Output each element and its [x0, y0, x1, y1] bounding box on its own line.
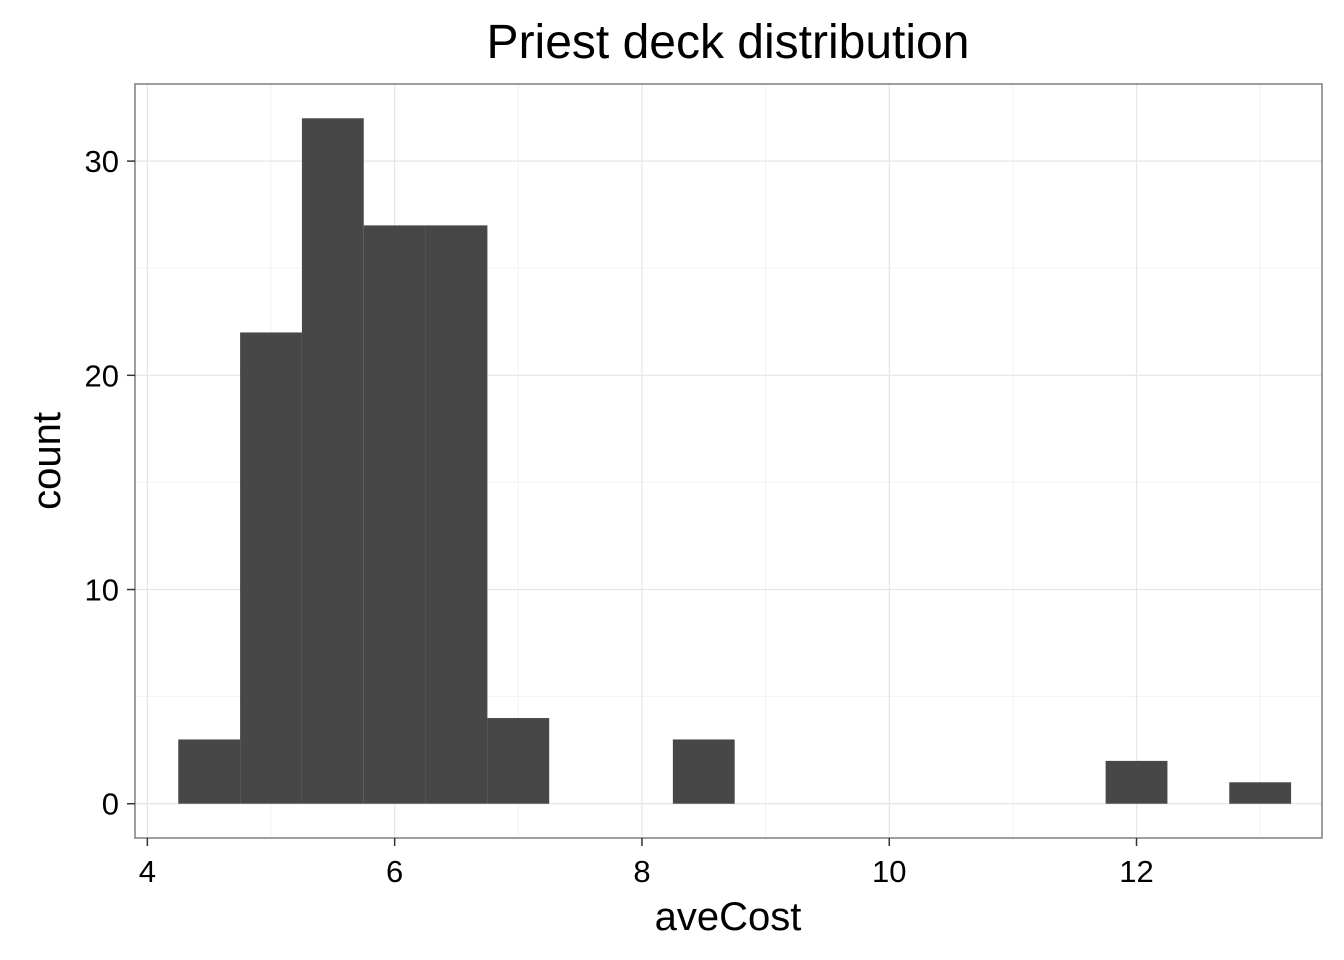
histogram-bar	[178, 739, 241, 804]
histogram-bars	[178, 118, 1292, 804]
y-tick-label: 0	[102, 787, 119, 822]
x-tick-label: 4	[139, 854, 156, 889]
y-axis-title: count	[25, 412, 69, 510]
x-tick-label: 12	[1119, 854, 1153, 889]
chart-title: Priest deck distribution	[487, 16, 970, 69]
histogram-bar	[1105, 760, 1168, 804]
x-tick-label: 6	[386, 854, 403, 889]
histogram-bar	[1229, 782, 1292, 804]
x-axis: 4 6 8 10 12	[139, 838, 1154, 889]
histogram-bar	[425, 225, 488, 804]
y-tick-label: 30	[85, 144, 119, 179]
histogram-bar	[487, 718, 550, 804]
x-tick-label: 8	[633, 854, 650, 889]
histogram-bar	[363, 225, 426, 804]
histogram-bar	[672, 739, 735, 804]
histogram-bar	[240, 332, 302, 804]
histogram-bar	[301, 118, 364, 804]
x-axis-title: aveCost	[655, 895, 802, 939]
panel-border	[134, 83, 1323, 839]
y-tick-label: 10	[85, 573, 119, 608]
x-tick-label: 10	[872, 854, 906, 889]
y-tick-label: 20	[85, 358, 119, 393]
y-axis: 0 10 20 30	[85, 144, 135, 822]
